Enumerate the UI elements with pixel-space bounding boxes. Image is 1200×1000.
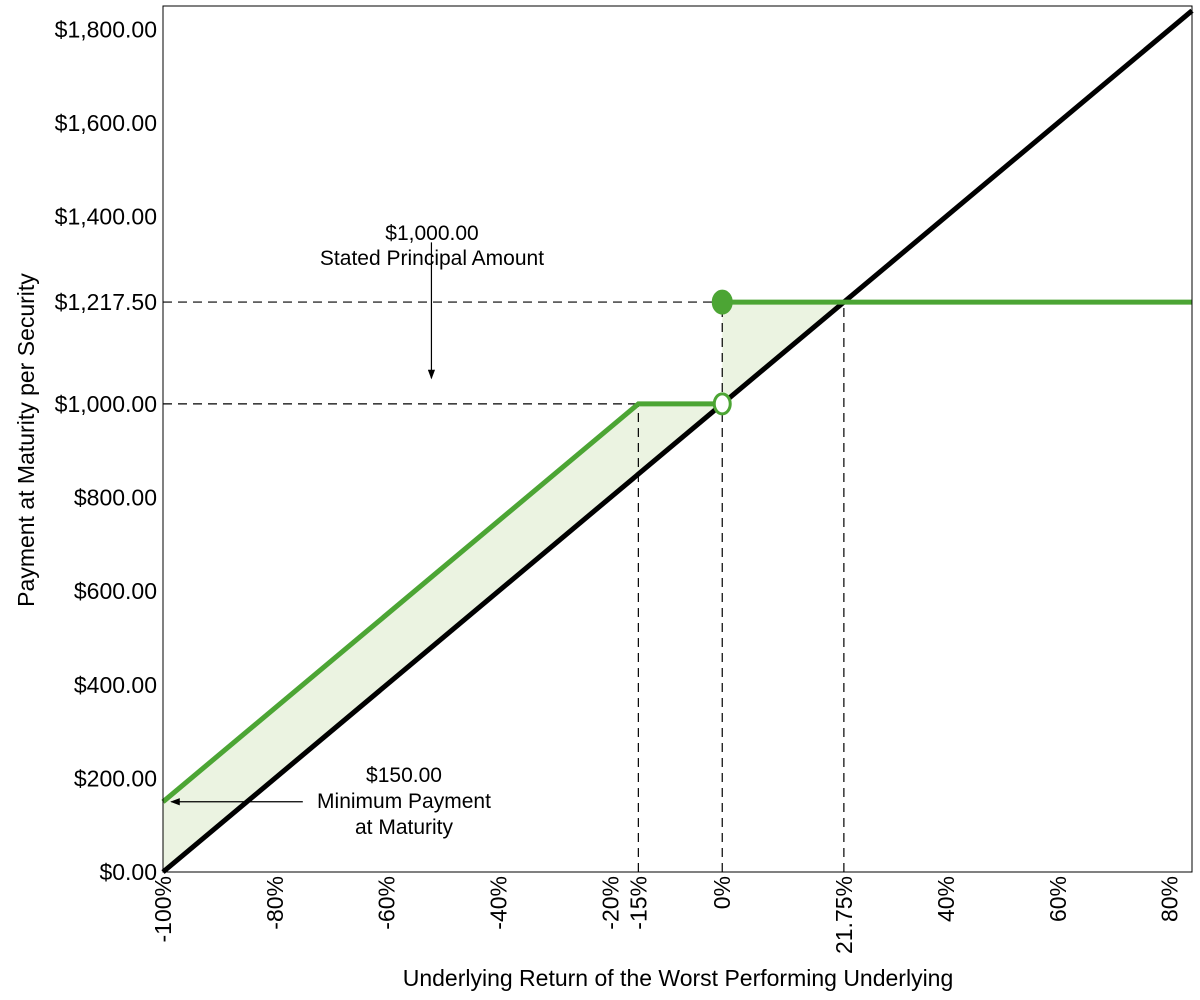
- filled-marker: [711, 289, 733, 315]
- y-tick-label: $1,217.50: [55, 289, 157, 315]
- y-tick-label: $1,400.00: [55, 204, 157, 230]
- series-layer: [161, 8, 1194, 874]
- plot-frame-layer: [162, 5, 1193, 873]
- annotation-text: Minimum Payment: [317, 790, 491, 813]
- x-tick-label: -60%: [374, 876, 400, 930]
- x-tick-label: 80%: [1157, 876, 1183, 922]
- x-tick-label: 60%: [1045, 876, 1071, 922]
- reference-lines-layer: [163, 301, 845, 872]
- open-marker: [712, 392, 732, 416]
- y-tick-label: $1,800.00: [55, 16, 157, 42]
- x-tick-label: 40%: [933, 876, 959, 922]
- series-line-1: [161, 401, 723, 804]
- x-tick-label: -40%: [486, 876, 512, 930]
- x-tick-label: -20%: [597, 876, 623, 930]
- y-tick-labels: $0.00 $200.00 $400.00 $600.00 $800.00 $1,000.…: [55, 16, 157, 885]
- annotation-text: Stated Principal Amount: [320, 247, 544, 270]
- x-tick-label: -80%: [262, 876, 288, 930]
- y-tick-label: $1,600.00: [55, 110, 157, 136]
- annotation-text: at Maturity: [355, 816, 454, 839]
- x-axis-title: Underlying Return of the Worst Performin…: [403, 965, 954, 991]
- y-tick-label: $0.00: [99, 859, 157, 885]
- x-tick-labels: -100% -80% -60% -40% -20% -15% 0% 21.75% 40% 60% 8…: [150, 876, 1183, 954]
- y-axis-title: Payment at Maturity per Security: [13, 273, 39, 607]
- x-tick-label: 21.75%: [831, 876, 857, 954]
- y-tick-label: $400.00: [74, 672, 157, 698]
- plot-frame: [162, 5, 1193, 873]
- y-tick-label: $200.00: [74, 765, 157, 791]
- series-line-0: [161, 8, 1194, 874]
- annotation-text: $150.00: [366, 764, 442, 787]
- x-tick-label: -15%: [625, 876, 651, 930]
- x-tick-label: 0%: [709, 876, 735, 909]
- y-tick-label: $600.00: [74, 578, 157, 604]
- x-tick-label: -100%: [150, 876, 176, 942]
- markers-layer: [711, 289, 733, 416]
- y-tick-label: $1,000.00: [55, 391, 157, 417]
- annotation-text: $1,000.00: [385, 222, 478, 245]
- y-tick-label: $800.00: [74, 485, 157, 511]
